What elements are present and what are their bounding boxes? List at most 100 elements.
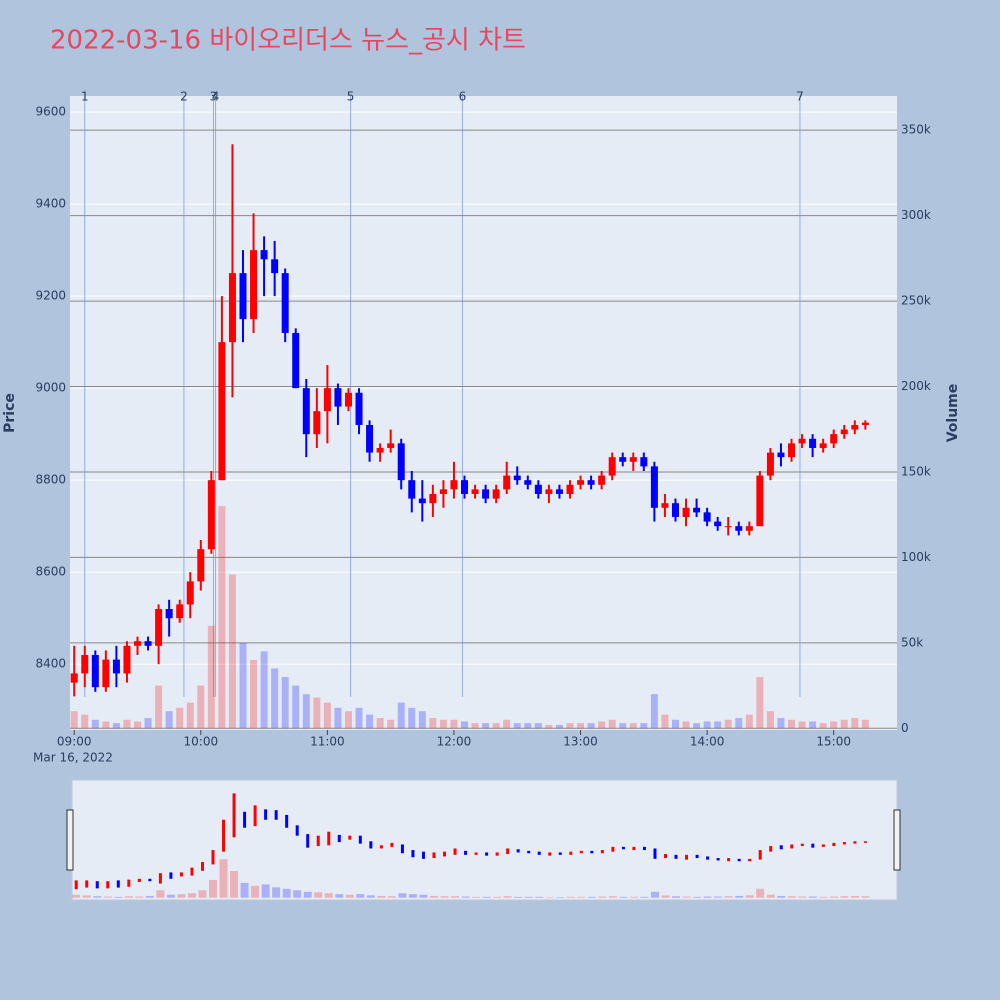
- slider-volume: [472, 896, 481, 898]
- candle-body: [366, 424, 374, 453]
- slider-handle-right[interactable]: [893, 809, 901, 871]
- slider-volume: [682, 896, 691, 898]
- y2-tick-label: 350k: [901, 123, 931, 137]
- x-tick-label: 14:00: [690, 735, 725, 749]
- news-label: 5: [347, 90, 355, 104]
- slider-volume: [819, 896, 828, 898]
- volume-bar: [503, 719, 511, 729]
- y2-tick-label: 50k: [901, 635, 923, 649]
- y-axis-title: Price: [2, 393, 18, 433]
- volume-bar: [524, 723, 532, 729]
- candle-body: [397, 443, 405, 481]
- plot-area: [70, 96, 897, 730]
- candle-body: [418, 498, 426, 504]
- candle-body: [302, 388, 310, 435]
- volume-bar: [724, 719, 732, 729]
- volume-bar: [271, 668, 279, 729]
- volume-bar: [313, 697, 321, 729]
- slider-volume: [198, 890, 207, 898]
- slider-volume: [619, 896, 628, 898]
- volume-bar: [830, 721, 838, 729]
- volume-bar: [418, 711, 426, 729]
- slider-volume: [577, 896, 586, 898]
- volume-bar: [577, 723, 585, 729]
- y2-tick-label: 100k: [901, 550, 931, 564]
- volume-bar: [376, 718, 384, 729]
- slider-volume: [735, 895, 744, 898]
- candle-body: [798, 438, 806, 444]
- range-slider[interactable]: [71, 779, 898, 901]
- slider-volume: [387, 896, 396, 898]
- candle-body: [693, 507, 701, 513]
- slider-volume: [482, 896, 491, 898]
- candle-body: [577, 480, 585, 485]
- y-tick-label: 8400: [35, 657, 66, 671]
- volume-bar: [366, 714, 374, 729]
- slider-volume: [429, 895, 438, 898]
- volume-bar: [798, 721, 806, 729]
- volume-bar: [777, 718, 785, 729]
- candle-body: [376, 447, 384, 453]
- candle-body: [682, 507, 690, 517]
- candle-body: [608, 457, 616, 476]
- news-label: 7: [796, 90, 804, 104]
- volume-bar: [102, 721, 110, 729]
- candle-body: [503, 475, 511, 490]
- layer: 8400 8600 8800 9000 9200 9400 9600 0 50k 100k 150k…: [35, 90, 931, 898]
- slider-volume: [629, 896, 638, 898]
- volume-bar: [693, 723, 701, 729]
- volume-bar: [471, 723, 479, 729]
- news-label: 6: [459, 90, 467, 104]
- candle-body: [334, 388, 342, 407]
- news-label: 4: [212, 90, 220, 104]
- volume-bar: [144, 718, 152, 729]
- candle-body: [155, 608, 163, 646]
- volume-bar: [534, 723, 542, 729]
- y-tick-label: 8600: [35, 565, 66, 579]
- volume-bar: [397, 702, 405, 729]
- volume-bar: [461, 721, 469, 729]
- volume-bar: [492, 723, 500, 729]
- candle-body: [429, 493, 437, 504]
- y2-tick-label: 150k: [901, 464, 931, 478]
- slider-volume: [177, 894, 186, 898]
- volume-bar: [134, 721, 142, 729]
- volume-bar: [186, 702, 194, 729]
- candle-body: [102, 659, 110, 688]
- slider-volume: [209, 879, 218, 898]
- volume-bar: [155, 685, 163, 729]
- volume-bar: [735, 718, 743, 729]
- volume-bar: [334, 707, 342, 729]
- candle-body: [123, 645, 131, 674]
- y-tick-label: 9000: [35, 381, 66, 395]
- volume-bar: [513, 723, 521, 729]
- candle-body: [439, 489, 447, 494]
- slider-volume: [598, 896, 607, 898]
- candle-body: [134, 641, 142, 646]
- volume-bar: [619, 723, 627, 729]
- volume-bar: [640, 723, 648, 729]
- volume-bar: [650, 694, 658, 729]
- candle-body: [492, 489, 500, 499]
- volume-bar: [661, 714, 669, 729]
- candle-body: [260, 250, 268, 260]
- slider-volume: [640, 896, 649, 898]
- slider-volume: [187, 893, 196, 898]
- candle-body: [661, 503, 669, 508]
- volume-bar: [861, 719, 869, 729]
- volume-bar: [292, 685, 300, 729]
- candle-body: [292, 332, 300, 389]
- volume-bar: [91, 719, 99, 729]
- x-tick-label: 12:00: [437, 735, 472, 749]
- slider-volume: [398, 893, 407, 898]
- volume-bar: [239, 642, 247, 729]
- slider-handle-left[interactable]: [66, 809, 74, 871]
- y-tick-label: 9600: [35, 105, 66, 119]
- slider-volume: [93, 896, 102, 898]
- candle-body: [197, 549, 205, 582]
- slider-volume: [724, 896, 733, 898]
- volume-bar: [671, 719, 679, 729]
- volume-bar: [302, 694, 310, 729]
- candle-body: [756, 475, 764, 527]
- candle-body: [228, 273, 236, 343]
